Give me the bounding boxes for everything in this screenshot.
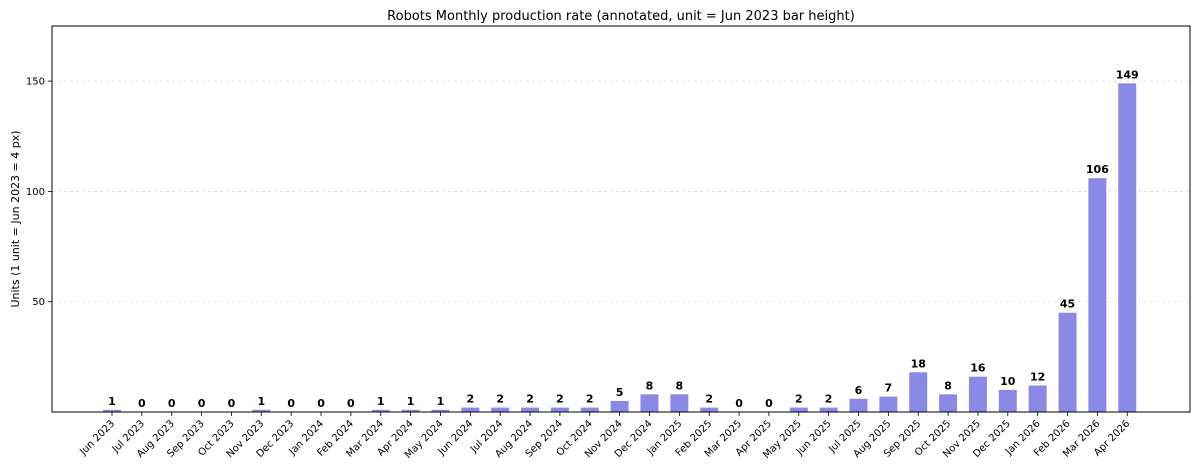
data-label: 0 [228, 397, 236, 410]
data-label: 7 [885, 382, 893, 395]
bar [939, 394, 958, 412]
bar [819, 407, 838, 412]
bar [401, 409, 420, 412]
data-label: 0 [138, 397, 146, 410]
y-axis-label: Units (1 unit = Jun 2023 = 4 px) [9, 130, 22, 307]
data-label: 0 [735, 397, 743, 410]
data-label: 1 [257, 395, 265, 408]
bar [431, 409, 450, 412]
data-label: 2 [496, 393, 504, 406]
data-label: 2 [526, 393, 534, 406]
data-label: 2 [466, 393, 474, 406]
data-label: 0 [347, 397, 355, 410]
bar [371, 409, 390, 412]
data-label: 106 [1086, 163, 1109, 176]
bar [968, 376, 987, 412]
bar [909, 372, 928, 412]
y-tick-label: 100 [26, 187, 45, 198]
data-label: 8 [676, 379, 684, 392]
data-label: 1 [407, 395, 415, 408]
bar [252, 409, 271, 412]
data-label: 16 [970, 362, 986, 375]
bar [461, 407, 480, 412]
bar [1028, 385, 1047, 412]
data-label: 149 [1116, 68, 1139, 81]
data-label: 8 [944, 379, 952, 392]
bar [640, 394, 659, 412]
data-label: 5 [616, 386, 624, 399]
bar [491, 407, 510, 412]
data-label: 2 [556, 393, 564, 406]
bar [580, 407, 599, 412]
bar [849, 398, 868, 412]
data-label: 2 [795, 393, 803, 406]
bar [103, 409, 121, 412]
bars-group [103, 83, 1137, 412]
bar [670, 394, 689, 412]
data-label: 0 [168, 397, 176, 410]
data-label: 1 [377, 395, 385, 408]
y-tick-label: 150 [26, 77, 45, 88]
bar [700, 407, 719, 412]
data-label: 45 [1060, 298, 1075, 311]
bar [789, 407, 808, 412]
bar [1088, 178, 1107, 412]
bar [550, 407, 569, 412]
bar [998, 389, 1017, 412]
plot-frame [51, 25, 1191, 413]
grid-lines [52, 80, 1190, 303]
data-label: 12 [1030, 371, 1045, 384]
y-axis: 50 100 150 [26, 77, 52, 308]
data-label: 1 [437, 395, 445, 408]
y-tick-label: 50 [32, 297, 45, 308]
data-label: 0 [765, 397, 773, 410]
data-label: 2 [825, 393, 833, 406]
data-label: 1 [108, 395, 116, 408]
x-tick-label: Jun 2023 [77, 418, 117, 458]
bar [879, 396, 898, 412]
data-label: 8 [646, 379, 654, 392]
data-label: 0 [287, 397, 295, 410]
data-label: 6 [855, 384, 863, 397]
data-label: 18 [911, 357, 926, 370]
data-label: 0 [198, 397, 206, 410]
bar [521, 407, 540, 412]
bar [1118, 83, 1137, 412]
data-label: 2 [586, 393, 594, 406]
data-label: 10 [1000, 375, 1016, 388]
bar [1058, 312, 1077, 412]
bar [610, 400, 629, 412]
data-label: 0 [317, 397, 325, 410]
data-label: 2 [705, 393, 713, 406]
chart-title: Robots Monthly production rate (annotate… [387, 9, 855, 24]
